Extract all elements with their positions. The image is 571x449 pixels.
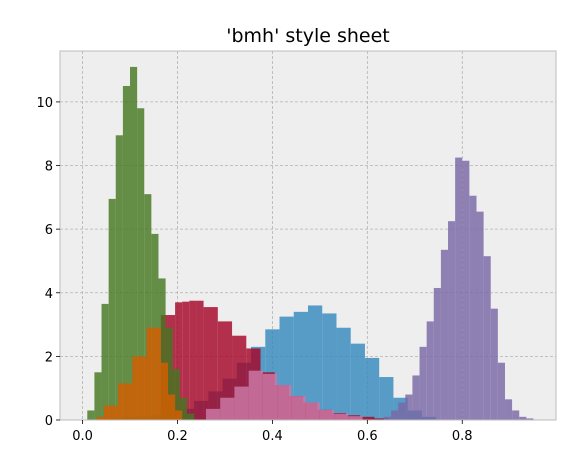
histogram-bar <box>220 397 235 420</box>
histogram-bar <box>205 408 221 420</box>
y-axis-ticks: 0 2 4 6 8 10 <box>36 96 60 429</box>
histogram-bar <box>526 418 534 420</box>
histogram-bar <box>130 66 138 420</box>
histogram-bar <box>262 373 278 420</box>
histogram-bar <box>167 394 176 420</box>
histogram-bar <box>291 396 306 420</box>
histogram-bar <box>248 370 263 420</box>
histogram-bar <box>348 416 363 420</box>
histogram-bar <box>196 300 204 420</box>
histogram-bar <box>350 343 365 420</box>
histogram-bar <box>108 198 116 420</box>
histogram-bar <box>186 413 195 420</box>
histogram-bar <box>483 256 491 420</box>
histogram-bar <box>426 321 434 420</box>
x-tick-label: 0.8 <box>452 429 473 444</box>
histogram-bar <box>111 405 119 420</box>
histogram-bar <box>469 195 477 420</box>
histogram-bar <box>419 346 427 420</box>
histogram-bar <box>234 386 249 420</box>
histogram-bar <box>175 410 183 420</box>
histogram-bar <box>175 302 183 420</box>
histogram-bar <box>490 308 498 420</box>
x-tick-label: 0.4 <box>262 429 283 444</box>
histogram-bar <box>132 356 140 420</box>
histogram-series-6 <box>205 370 363 420</box>
histogram-bar <box>137 108 145 421</box>
histogram-bar <box>158 278 166 420</box>
histogram-bar <box>153 327 161 420</box>
histogram-bar <box>504 399 513 420</box>
histogram-bar <box>118 383 126 420</box>
y-tick-label: 0 <box>45 414 53 429</box>
histogram-bar <box>125 383 133 420</box>
y-tick-label: 8 <box>45 160 53 175</box>
chart-title: 'bmh' style sheet <box>226 25 389 47</box>
y-tick-label: 10 <box>36 96 53 111</box>
histogram-bar <box>462 160 470 420</box>
y-tick-label: 2 <box>45 350 53 365</box>
x-tick-label: 0.0 <box>72 429 93 444</box>
histogram-bar <box>87 410 95 420</box>
histogram-bar <box>96 416 104 420</box>
histogram-bar <box>277 385 292 420</box>
histogram-bar <box>179 397 187 420</box>
histogram-bar <box>319 409 335 420</box>
y-tick-label: 6 <box>45 223 53 238</box>
histogram-bar <box>519 416 527 420</box>
histogram-series-4 <box>87 66 195 421</box>
histogram-bar <box>172 369 180 420</box>
histogram-bar <box>165 327 173 420</box>
histogram-series-3 <box>383 157 534 421</box>
histogram-bar <box>476 211 484 420</box>
x-tick-label: 0.6 <box>357 429 378 444</box>
histogram-bar <box>189 300 197 420</box>
histogram-bar <box>293 311 308 420</box>
histogram-bar <box>101 303 109 420</box>
histogram-bar <box>383 416 392 420</box>
histogram-bar <box>160 362 168 420</box>
histogram-bar <box>336 327 351 420</box>
histogram-bar <box>364 357 380 420</box>
histogram-bar <box>151 233 159 420</box>
histogram-bar <box>146 327 154 420</box>
histogram-bar <box>374 418 389 420</box>
histogram-bar <box>512 410 520 420</box>
histogram-bar <box>182 301 190 420</box>
histogram-bar <box>122 85 131 420</box>
histogram-bar <box>391 410 399 420</box>
histogram-bar <box>94 372 102 420</box>
histogram-bar <box>308 305 323 420</box>
histogram-bar <box>203 307 218 420</box>
histogram-bar <box>448 221 456 420</box>
histogram-bar <box>405 394 413 420</box>
histogram-bar <box>497 362 505 420</box>
histogram-bar <box>398 402 406 420</box>
histogram-bar <box>103 405 112 420</box>
histogram-bar <box>144 194 152 420</box>
histogram-bar <box>115 135 123 420</box>
plot-frame <box>59 50 557 421</box>
histogram-bar <box>322 313 337 420</box>
histogram-bar <box>379 377 394 420</box>
histogram-series-5 <box>96 327 183 420</box>
histogram-bar <box>360 416 375 420</box>
histogram-bar <box>139 356 147 420</box>
histogram-bar <box>305 402 320 420</box>
histogram-bars <box>87 66 534 421</box>
histogram-bar <box>433 287 441 420</box>
histogram-bar <box>334 413 349 420</box>
histogram-bar <box>440 249 449 420</box>
histogram-bar <box>455 157 463 421</box>
histogram-bar <box>217 321 233 420</box>
x-tick-label: 0.2 <box>167 429 188 444</box>
x-axis-ticks: 0.0 0.2 0.4 0.6 0.8 <box>72 420 473 444</box>
y-tick-label: 4 <box>45 287 53 302</box>
histogram-bar <box>412 375 420 420</box>
